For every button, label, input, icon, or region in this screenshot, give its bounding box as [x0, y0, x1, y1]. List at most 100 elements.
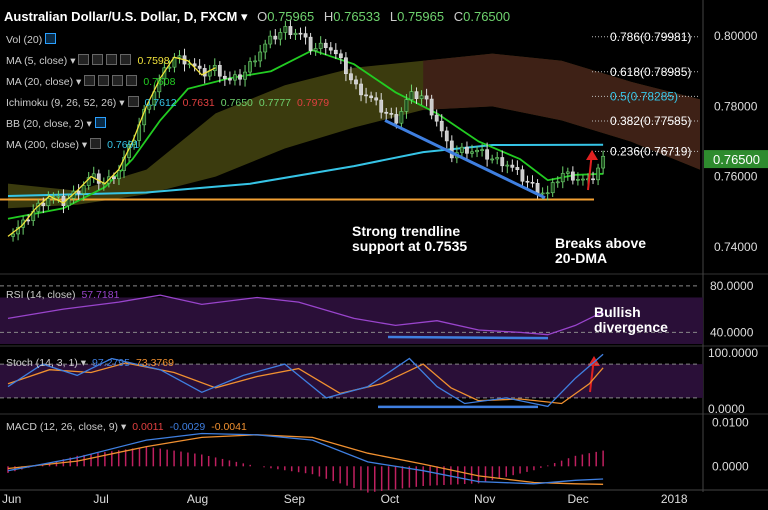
ma5-value: 0.7598: [137, 55, 170, 67]
time-tick-label: Jul: [93, 492, 108, 506]
candle-body: [228, 78, 232, 81]
macd-tick-label: 0.0000: [712, 459, 749, 473]
candle-body: [11, 233, 15, 237]
eye-icon[interactable]: [90, 138, 102, 149]
ichimoku-cloud-bearish: [423, 53, 700, 170]
rsi-value: 57.7181: [81, 289, 120, 301]
candle-body: [560, 173, 565, 183]
candle-body: [419, 95, 424, 99]
candle-body: [112, 176, 116, 180]
ma20-label: MA (20, close): [6, 76, 74, 88]
candle-body: [535, 183, 540, 194]
time-tick-label: 2018: [661, 492, 688, 506]
candle-body: [86, 177, 91, 186]
candle-body: [591, 178, 595, 181]
candle-body: [581, 178, 585, 181]
candle-body: [404, 99, 409, 112]
candle-body: [278, 32, 283, 40]
macd-value-2: -0.0029: [169, 421, 206, 433]
annotation-breaks-line1: Breaks above: [555, 235, 647, 251]
candle-body: [298, 32, 303, 35]
plus-icon[interactable]: [106, 54, 118, 65]
candle-body: [96, 173, 101, 184]
candle-body: [197, 65, 202, 69]
ichimoku-value-1: 0.7612: [144, 97, 177, 109]
annotation-support: Strong trendline support at 0.7535: [352, 224, 467, 254]
close-value: 0.76500: [463, 9, 511, 24]
time-tick-label: Sep: [284, 492, 306, 506]
eye-icon[interactable]: [84, 75, 96, 86]
annotation-bullish: Bullish divergence: [594, 305, 668, 335]
candle-body: [364, 94, 368, 97]
stoch-tick-label: 0.0000: [708, 402, 745, 416]
annotation-support-line1: Strong trendline: [352, 223, 461, 239]
candle-body: [439, 120, 444, 132]
stoch-d-line: [7, 362, 604, 405]
time-tick-label: Nov: [474, 492, 495, 506]
current-price-label: 0.76500: [713, 152, 760, 167]
legend-ma5[interactable]: MA (5, close) ▾ 0.7598: [6, 54, 170, 67]
close-icon[interactable]: [120, 54, 132, 65]
candle-body: [303, 33, 308, 38]
candle-body: [505, 164, 510, 167]
candle-body: [565, 171, 570, 174]
legend-stoch[interactable]: Stoch (14, 3, 1) ▾ 97.2795 73.3769: [6, 357, 174, 369]
legend-ma20[interactable]: MA (20, close) ▾ 0.7608: [6, 75, 176, 88]
candle-body: [490, 158, 495, 161]
time-tick-label: Jun: [2, 492, 21, 506]
candle-body: [379, 99, 384, 113]
candle-body: [495, 157, 500, 160]
eye-icon[interactable]: [127, 96, 139, 107]
symbol-title[interactable]: Australian Dollar/U.S. Dollar, D, FXCM: [4, 9, 238, 24]
plus-icon[interactable]: [112, 75, 124, 86]
candle-body: [480, 149, 484, 151]
current-price-tag: [704, 150, 768, 169]
eye-icon[interactable]: [94, 117, 106, 128]
candle-body: [258, 51, 263, 62]
low-label: L: [389, 9, 398, 24]
ichimoku-value-3: 0.7650: [220, 97, 253, 109]
candle-body: [394, 114, 399, 124]
rsi-tick-label: 80.0000: [710, 279, 754, 293]
low-value: 0.75965: [397, 9, 445, 24]
annotation-breaks-line2: 20-DMA: [555, 250, 608, 266]
eye-icon[interactable]: [45, 33, 57, 44]
candle-body: [248, 61, 252, 73]
candle-body: [273, 35, 278, 40]
candle-body: [323, 42, 328, 48]
candle-body: [117, 170, 121, 180]
settings-icon[interactable]: [92, 54, 104, 65]
candle-body: [460, 146, 464, 153]
candle-body: [253, 60, 258, 63]
fib-label: 0.5(0.78285): [610, 89, 678, 103]
candle-body: [238, 74, 242, 80]
legend-ichimoku[interactable]: Ichimoku (9, 26, 52, 26) ▾ 0.7612 0.7631 0.…: [6, 96, 330, 109]
rsi-tick-label: 40.0000: [710, 325, 754, 339]
legend-ma200[interactable]: MA (200, close) ▾ 0.7691: [6, 138, 140, 151]
chart-header: Australian Dollar/U.S. Dollar, D, FXCM ▾…: [4, 9, 510, 25]
chevron-down-icon[interactable]: ▾: [240, 9, 248, 24]
candle-body: [540, 192, 545, 195]
candle-body: [354, 79, 358, 85]
price-tick-label: 0.78000: [714, 99, 758, 113]
macd-histogram: [7, 446, 604, 493]
legend-macd[interactable]: MACD (12, 26, close, 9) ▾ 0.0011 -0.0029 -0…: [6, 421, 247, 433]
price-tick-label: 0.80000: [714, 29, 758, 43]
rsi-label: RSI (14, close): [6, 289, 76, 301]
annotation-support-line2: support at 0.7535: [352, 238, 468, 254]
legend-bb[interactable]: BB (20, close, 2) ▾: [6, 117, 106, 130]
settings-icon[interactable]: [98, 75, 110, 86]
stoch-k-value: 97.2795: [92, 357, 130, 369]
open-label: O: [257, 9, 268, 24]
close-icon[interactable]: [126, 75, 138, 86]
legend-vol[interactable]: Vol (20): [6, 33, 57, 46]
legend-rsi[interactable]: RSI (14, close) 57.7181: [6, 289, 119, 301]
candle-body: [333, 49, 338, 55]
candle-body: [475, 149, 479, 153]
candle-body: [389, 113, 394, 115]
candle-body: [470, 151, 474, 154]
candle-body: [444, 130, 449, 142]
candle-body: [283, 26, 288, 33]
eye-icon[interactable]: [78, 54, 90, 65]
